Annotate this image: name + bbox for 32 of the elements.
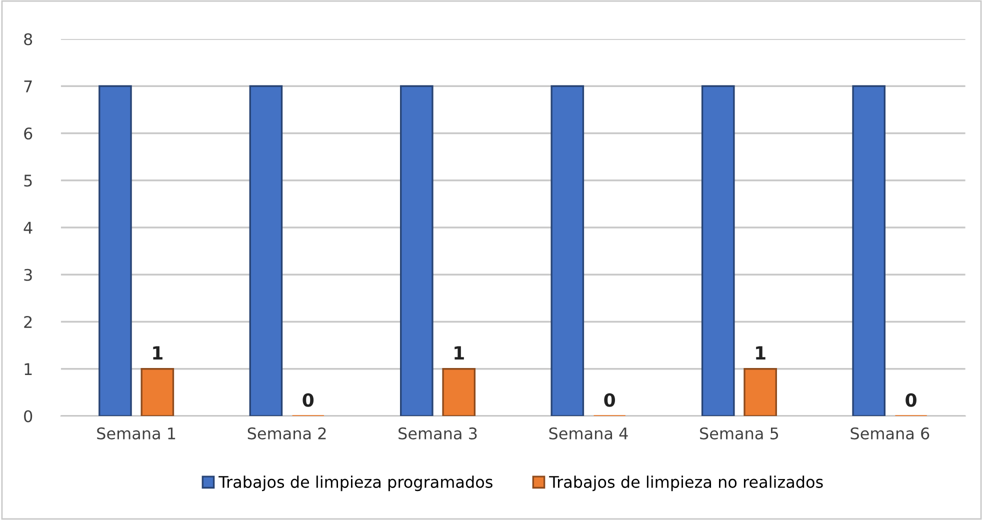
bar [249,85,283,416]
bar [98,85,132,416]
data-label: 1 [153,346,162,360]
y-tick-label: 3 [24,268,32,281]
x-tick-label: Semana 4 [549,427,628,440]
data-label: 1 [454,346,464,360]
bar [701,85,735,416]
bar [442,368,476,416]
bar [140,368,174,416]
bar [744,368,777,416]
x-tick-label: Semana 5 [700,427,778,440]
bar [400,85,434,416]
legend-label: Trabajos de limpieza programados [218,476,492,492]
y-tick-label: 7 [24,80,32,92]
data-label: 0 [906,393,916,407]
data-label: 0 [302,393,314,407]
y-tick-label: 2 [24,316,32,328]
y-tick-label: 8 [24,33,32,46]
bar [550,85,584,416]
data-label: 0 [604,393,616,407]
x-tick-label: Semana 6 [850,427,930,440]
y-tick-label: 4 [24,222,32,234]
x-tick-label: Semana 1 [97,427,176,440]
x-tick-label: Semana 3 [398,427,477,440]
data-label: 1 [756,346,766,360]
bar [852,85,886,416]
legend-label: Trabajos de limpieza no realizados [549,476,823,492]
y-tick-label: 0 [24,410,32,422]
y-tick-label: 1 [24,363,32,375]
x-tick-label: Semana 2 [248,427,326,440]
y-tick-label: 6 [24,127,32,140]
y-tick-label: 5 [24,174,32,187]
